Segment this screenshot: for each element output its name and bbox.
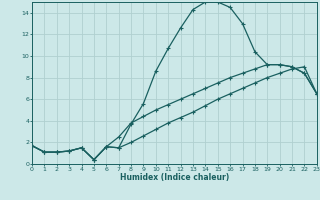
X-axis label: Humidex (Indice chaleur): Humidex (Indice chaleur): [120, 173, 229, 182]
